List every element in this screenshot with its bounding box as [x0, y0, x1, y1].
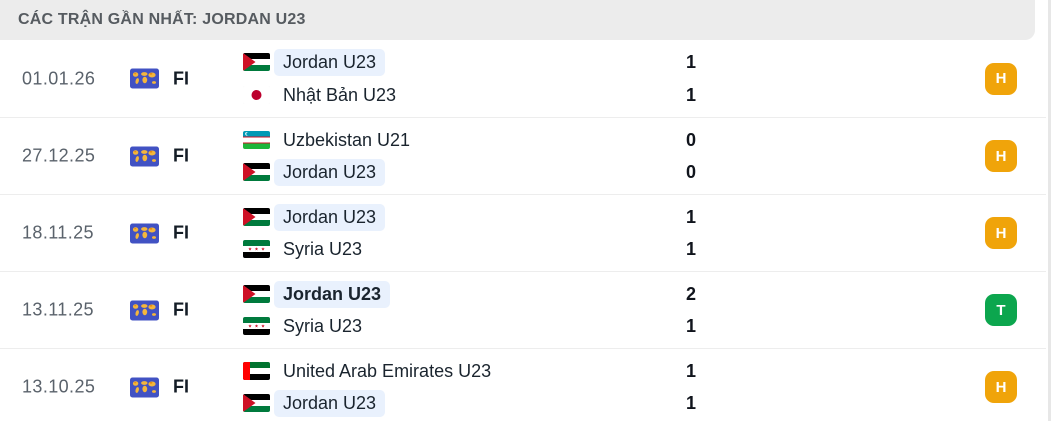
away-score: 0 — [686, 161, 697, 182]
away-team-name[interactable]: Nhật Bản U23 — [283, 84, 397, 105]
home-team: Jordan U23 — [243, 47, 396, 77]
away-score: 1 — [686, 84, 697, 105]
score-column: 0 0 — [686, 125, 696, 187]
syria-flag-icon — [243, 240, 270, 258]
home-score: 2 — [686, 283, 697, 304]
jordan-flag-icon — [243, 394, 270, 412]
home-team: Jordan U23 — [243, 202, 386, 232]
competition: FI — [130, 146, 189, 167]
match-date: 13.10.25 — [22, 376, 96, 397]
japan-flag-icon — [243, 86, 270, 104]
result-badge: H — [985, 62, 1017, 95]
team-pair: Uzbekistan U21 Jordan U23 — [243, 125, 410, 187]
away-team: Jordan U23 — [243, 388, 491, 418]
uzbekistan-flag-icon — [243, 131, 270, 149]
home-score: 1 — [686, 51, 697, 72]
result-badge: T — [985, 294, 1017, 326]
away-team: Syria U23 — [243, 234, 385, 264]
score-column: 1 1 — [686, 356, 696, 418]
match-date: 27.12.25 — [22, 145, 96, 166]
competition: FI — [130, 68, 189, 89]
team-pair: Jordan U23 Syria U23 — [243, 279, 391, 341]
uae-flag-icon — [243, 362, 270, 380]
score-column: 2 1 — [686, 279, 696, 341]
home-team-name[interactable]: Jordan U23 — [274, 203, 386, 231]
away-score: 1 — [686, 238, 697, 259]
competition-label: FI — [173, 68, 189, 88]
competition-label: FI — [173, 376, 189, 397]
away-team-name[interactable]: Jordan U23 — [274, 389, 386, 417]
away-score: 1 — [686, 392, 697, 413]
jordan-flag-icon — [243, 208, 270, 226]
competition-label: FI — [173, 299, 189, 320]
syria-flag-icon — [243, 317, 270, 335]
match-row[interactable]: 13.11.25 FI Jordan U23 Syria U23 2 1 T — [0, 272, 1046, 349]
vertical-divider — [1048, 0, 1051, 421]
result-badge: H — [985, 140, 1017, 172]
home-team-name[interactable]: Jordan U23 — [274, 48, 386, 76]
match-date: 13.11.25 — [22, 299, 94, 320]
home-score: 0 — [686, 129, 697, 150]
team-pair: Jordan U23 Syria U23 — [243, 202, 386, 264]
away-team-name[interactable]: Syria U23 — [283, 315, 363, 336]
team-pair: Jordan U23 Nhật Bản U23 — [243, 47, 396, 110]
home-team-name[interactable]: Jordan U23 — [274, 280, 391, 308]
home-team-name[interactable]: Uzbekistan U21 — [283, 129, 411, 150]
match-date: 18.11.25 — [22, 222, 94, 243]
home-score: 1 — [686, 206, 697, 227]
team-pair: United Arab Emirates U23 Jordan U23 — [243, 356, 491, 418]
jordan-flag-icon — [243, 163, 270, 181]
competition-label: FI — [173, 145, 189, 166]
result-badge: H — [985, 217, 1017, 249]
home-team: Jordan U23 — [243, 279, 391, 309]
match-row[interactable]: 18.11.25 FI Jordan U23 Syria U23 1 1 H — [0, 195, 1046, 272]
competition: FI — [130, 223, 189, 244]
away-team: Nhật Bản U23 — [243, 80, 396, 110]
world-map-icon — [130, 69, 159, 89]
section-header: CÁC TRẬN GẦN NHẤT: JORDAN U23 — [0, 0, 1035, 40]
away-team: Syria U23 — [243, 311, 390, 341]
world-map-icon — [130, 300, 159, 320]
match-list: 01.01.26 FI Jordan U23 Nhật Bản U23 1 1 … — [0, 40, 1046, 421]
competition: FI — [130, 377, 189, 398]
jordan-flag-icon — [243, 285, 270, 303]
away-team: Jordan U23 — [243, 157, 410, 187]
score-column: 1 1 — [686, 202, 696, 264]
competition-label: FI — [173, 222, 189, 243]
away-team-name[interactable]: Syria U23 — [283, 238, 363, 259]
jordan-flag-icon — [243, 53, 270, 71]
match-row[interactable]: 27.12.25 FI Uzbekistan U21 Jordan U23 0 … — [0, 118, 1046, 195]
away-team-name[interactable]: Jordan U23 — [274, 158, 386, 186]
world-map-icon — [130, 146, 159, 166]
match-row[interactable]: 01.01.26 FI Jordan U23 Nhật Bản U23 1 1 … — [0, 40, 1046, 118]
home-team: United Arab Emirates U23 — [243, 356, 491, 386]
result-badge: H — [985, 371, 1017, 403]
section-title: CÁC TRẬN GẦN NHẤT: JORDAN U23 — [18, 11, 306, 28]
world-map-icon — [130, 377, 159, 397]
away-score: 1 — [686, 315, 697, 336]
competition: FI — [130, 300, 189, 321]
score-column: 1 1 — [686, 47, 696, 110]
home-team: Uzbekistan U21 — [243, 125, 410, 155]
home-score: 1 — [686, 360, 697, 381]
match-date: 01.01.26 — [22, 68, 96, 88]
home-team-name[interactable]: United Arab Emirates U23 — [283, 360, 492, 381]
world-map-icon — [130, 223, 159, 243]
match-row[interactable]: 13.10.25 FI United Arab Emirates U23 Jor… — [0, 349, 1046, 421]
